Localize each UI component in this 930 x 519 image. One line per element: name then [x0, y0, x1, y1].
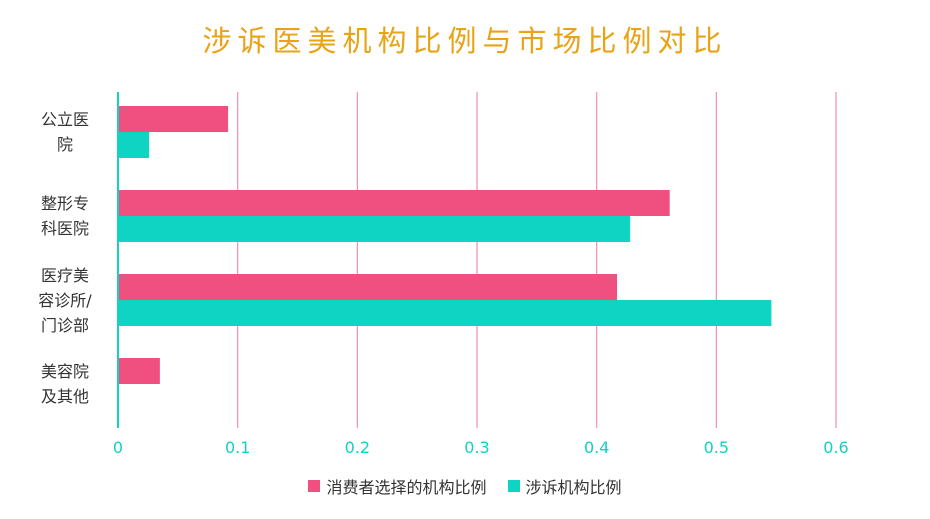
category-label-line: 公立医	[40, 110, 89, 129]
category-label-line: 及其他	[40, 387, 89, 406]
category-label-line: 整形专	[40, 194, 89, 213]
bar-s0-c0	[118, 106, 229, 132]
legend-swatch-complaint	[507, 480, 520, 492]
bar-s1-c0	[118, 132, 150, 158]
chart-title: 涉诉医美机构比例与市场比例对比	[202, 24, 728, 58]
x-tick-label-0: 0	[113, 438, 123, 457]
legend-item-consumer[interactable]: 消费者选择的机构比例	[308, 474, 486, 498]
x-tick-label-1: 0.1	[225, 438, 250, 457]
category-label-2: 医疗美容诊所/门诊部	[20, 263, 110, 338]
x-tick-label-5: 0.5	[704, 438, 729, 457]
category-label-line: 医疗美	[40, 265, 89, 285]
x-tick-label-2: 0.2	[345, 438, 370, 457]
category-label-1: 整形专 科医院	[20, 191, 110, 241]
x-tick-label-6: 0.6	[823, 438, 848, 457]
x-tick-label-3: 0.3	[464, 438, 489, 457]
category-label-line: 门诊部	[40, 315, 89, 335]
legend-item-complaint[interactable]: 涉诉机构比例	[507, 474, 622, 498]
category-label-0: 公立医院	[20, 107, 110, 157]
bar-s0-c2	[118, 274, 618, 300]
x-tick-label-4: 0.4	[584, 438, 609, 457]
legend-label-complaint: 涉诉机构比例	[525, 478, 622, 497]
category-label-line: 科医院	[40, 219, 89, 238]
category-label-line: 美容院	[40, 362, 89, 381]
category-label-3: 美容院 及其他	[20, 359, 110, 409]
legend-swatch-consumer	[308, 480, 321, 492]
category-label-line: 院	[56, 135, 73, 154]
bar-s1-c1	[118, 216, 631, 242]
category-label-line: 容诊所/	[38, 290, 92, 310]
legend-label-consumer: 消费者选择的机构比例	[326, 478, 487, 497]
legend: 消费者选择的机构比例 涉诉机构比例	[0, 474, 930, 498]
bar-s0-c3	[118, 358, 160, 384]
bar-s1-c2	[118, 300, 772, 326]
bar-s0-c1	[118, 190, 670, 216]
